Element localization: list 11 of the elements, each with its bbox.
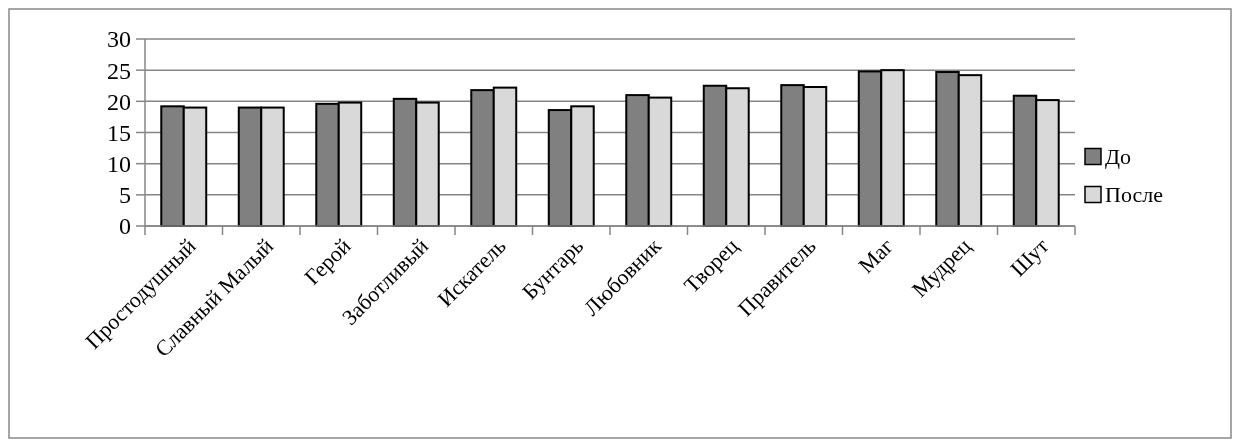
y-tick-label: 10 bbox=[107, 151, 131, 178]
y-tick-label: 5 bbox=[119, 182, 131, 209]
y-tick-label: 25 bbox=[107, 57, 131, 84]
y-tick-label: 30 bbox=[107, 26, 131, 53]
legend-label: После bbox=[1105, 182, 1163, 208]
legend-label: До bbox=[1105, 144, 1132, 170]
x-tick-label: Маг bbox=[853, 233, 899, 279]
y-tick-label: 0 bbox=[119, 213, 131, 240]
x-tick-label: Шут bbox=[1005, 233, 1054, 282]
y-tick-label: 20 bbox=[107, 88, 131, 115]
y-tick-label: 15 bbox=[107, 119, 131, 146]
